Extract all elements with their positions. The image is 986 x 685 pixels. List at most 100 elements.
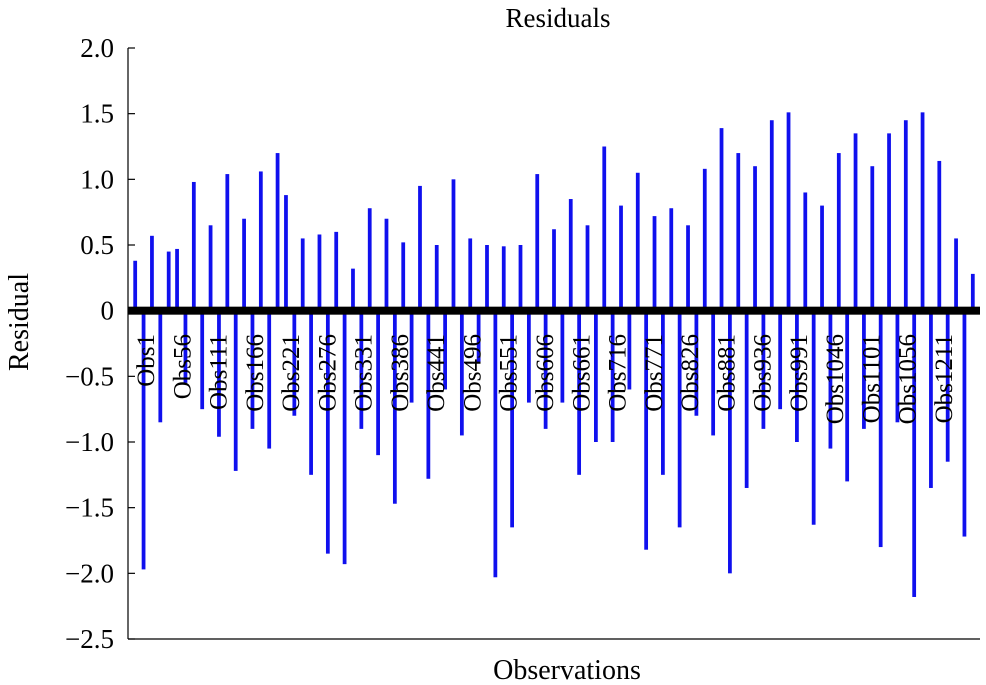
residual-bar <box>761 310 766 429</box>
residual-bar <box>166 251 171 311</box>
x-axis-ticks: Obs1 Obs56 Obs111 Obs166 Obs221 Obs276 Obs331 O… <box>133 334 958 424</box>
residual-bar <box>225 174 230 311</box>
x-tick-label: Obs936 <box>750 334 777 412</box>
x-tick-label: Obs771 <box>641 334 668 412</box>
residual-bar <box>845 310 850 482</box>
residual-bar <box>719 128 724 311</box>
residual-bar <box>560 310 565 403</box>
residual-bar <box>459 310 464 436</box>
residual-bar <box>409 310 414 403</box>
x-tick-label: Obs441 <box>423 334 450 412</box>
residual-bar <box>175 248 179 311</box>
residual-bar <box>208 225 213 311</box>
residual-bar <box>610 310 615 442</box>
residual-bar <box>929 310 933 488</box>
residual-bar <box>836 153 841 311</box>
x-axis-label: Observations <box>493 655 641 685</box>
y-tick-label: −2.5 <box>65 624 114 654</box>
residual-bar <box>669 208 674 311</box>
residual-bar <box>862 310 866 429</box>
residual-bar <box>141 310 146 570</box>
residual-bar <box>920 112 925 311</box>
zero-baseline <box>128 306 980 315</box>
residual-bar <box>543 310 548 429</box>
residual-bar <box>284 195 288 311</box>
residual-bar <box>568 199 573 311</box>
residual-bar <box>250 310 255 429</box>
residual-bar <box>962 310 967 537</box>
x-tick-label: Obs1101 <box>858 334 885 423</box>
residual-bar <box>635 172 640 311</box>
x-tick-label: Obs661 <box>568 334 595 412</box>
residual-bar <box>242 218 246 311</box>
residual-bar <box>661 310 665 475</box>
residual-bar <box>258 171 263 311</box>
residual-bar <box>937 160 942 311</box>
y-tick-label: −1.0 <box>65 427 114 457</box>
residual-bar <box>468 238 473 311</box>
residual-bar <box>602 146 607 311</box>
x-tick-label: Obs56 <box>169 334 196 399</box>
residual-bar <box>686 225 690 311</box>
residual-bar <box>526 310 531 403</box>
residual-bar <box>217 310 221 437</box>
residual-bar <box>334 231 339 311</box>
x-tick-label: Obs111 <box>206 334 233 410</box>
x-tick-label: Obs716 <box>605 334 632 412</box>
bar-series <box>128 112 980 597</box>
x-tick-label: Obs496 <box>459 334 486 412</box>
residual-bar <box>510 310 514 528</box>
residual-bar <box>158 310 163 423</box>
residual-bar <box>677 310 682 528</box>
residual-bar <box>451 179 456 311</box>
residual-bar <box>627 310 632 390</box>
residual-bar <box>878 310 883 548</box>
residual-bar <box>233 310 238 471</box>
x-tick-label: Obs551 <box>496 334 523 412</box>
residual-bar <box>753 166 757 311</box>
y-axis-label: Residual <box>4 273 35 371</box>
residual-bar <box>786 112 791 311</box>
residual-bar <box>702 168 707 311</box>
y-tick-label: 1.5 <box>80 99 114 129</box>
residual-bar <box>585 225 590 311</box>
residual-bar <box>384 218 389 311</box>
residual-bar <box>895 310 900 423</box>
y-tick-label: −1.5 <box>65 493 114 523</box>
x-tick-label: Obs991 <box>786 334 813 412</box>
residual-bar <box>443 310 447 390</box>
x-tick-label: Obs276 <box>314 334 341 412</box>
residual-bar <box>401 242 406 311</box>
residual-bar <box>870 166 875 311</box>
residual-bar <box>292 310 297 416</box>
residual-bar <box>828 310 833 449</box>
x-tick-label: Obs881 <box>713 334 740 412</box>
residual-bar <box>309 310 313 475</box>
residual-bar <box>300 238 305 311</box>
x-tick-label: Obs1 <box>133 334 160 387</box>
residual-bar <box>887 133 891 311</box>
residual-bar <box>376 310 380 456</box>
x-tick-label: Obs331 <box>351 334 378 412</box>
residual-bar <box>652 216 657 311</box>
residual-bar <box>970 273 975 311</box>
residual-bar <box>476 310 481 364</box>
residual-bar <box>367 208 372 311</box>
residual-bar <box>769 120 774 311</box>
residual-bar <box>434 245 439 311</box>
residual-bar <box>183 310 188 383</box>
x-tick-label: Obs606 <box>532 334 559 412</box>
residual-bar <box>518 245 523 311</box>
y-tick-label: −2.0 <box>65 558 114 588</box>
residual-bar <box>811 310 816 525</box>
residual-bar <box>711 310 716 436</box>
residual-bar <box>736 153 741 311</box>
residual-bar <box>267 310 272 449</box>
residual-bar <box>342 310 347 565</box>
residual-bar <box>903 120 908 311</box>
residual-bar <box>820 205 824 311</box>
residual-bar <box>744 310 749 488</box>
y-axis: 2.0 1.5 1.0 0.5 0 −0.5 −1.0 −1.5 −2.0 −2.5 <box>65 33 980 654</box>
x-tick-label: Obs166 <box>242 334 269 412</box>
